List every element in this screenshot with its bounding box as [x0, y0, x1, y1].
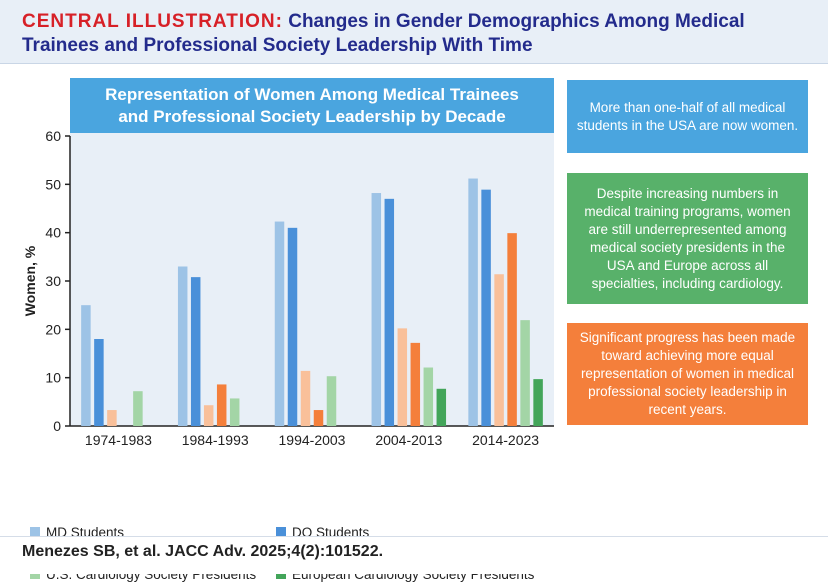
x-tick-label: 1974-1983	[85, 432, 152, 448]
bar-european-cardiology-society-presidents-2014-2023	[533, 379, 543, 426]
chart-title-box	[70, 78, 554, 133]
y-tick-label: 60	[45, 128, 61, 144]
header: CENTRAL ILLUSTRATION: Changes in Gender …	[0, 0, 828, 64]
header-label: CENTRAL ILLUSTRATION:	[22, 11, 283, 32]
legend-label: MD Students	[46, 524, 125, 540]
y-tick-label: 0	[53, 418, 61, 434]
y-tick-label: 50	[45, 176, 61, 192]
x-tick-label: 1984-1993	[182, 432, 249, 448]
bar-md-students-1994-2003	[274, 221, 285, 426]
x-ticks: 1974-1983 1984-1993 1994-2003 2004-2013 2014…	[85, 432, 539, 448]
bar-all-european-medical-society-presidents-1994-2003	[313, 410, 324, 426]
bar-do-students-2014-2023	[481, 189, 491, 426]
bar-u-s-cardiology-society-presidents-1994-2003	[326, 376, 337, 426]
bar-u-s-cardiology-society-presidents-1974-1983	[133, 391, 143, 426]
chart: Representation of Women Among Medical Tr…	[22, 78, 554, 448]
bar-u-s-cardiology-society-presidents-2014-2023	[520, 320, 530, 426]
callout-underrepresented-text: Despite increasing numbers in medical tr…	[584, 185, 791, 291]
y-tick-label: 20	[45, 321, 61, 337]
y-tick-label: 40	[45, 225, 61, 241]
callout-progress: Significant progress has been made towar…	[567, 323, 808, 425]
y-axis-label: Women, %	[22, 245, 38, 316]
bar-european-cardiology-society-presidents-2004-2013	[436, 388, 447, 426]
header-title: CENTRAL ILLUSTRATION: Changes in Gender …	[22, 10, 812, 58]
callout-students-text: More than one-half of all medical studen…	[576, 99, 799, 133]
callout-underrepresented: Despite increasing numbers in medical tr…	[567, 173, 808, 304]
bar-all-european-medical-society-presidents-1984-1993	[216, 384, 227, 426]
x-tick-label: 2004-2013	[375, 432, 442, 448]
bar-all-u-s-medical-society-presidents-2014-2023	[494, 274, 504, 426]
y-ticks: 0 10 20 30 40 50 60	[45, 128, 70, 434]
bar-do-students-1994-2003	[287, 227, 298, 426]
citation: Menezes SB, et al. JACC Adv. 2025;4(2):1…	[22, 543, 384, 560]
callout-students: More than one-half of all medical studen…	[567, 80, 808, 153]
bar-all-european-medical-society-presidents-2004-2013	[410, 342, 421, 426]
bar-do-students-1974-1983	[94, 339, 104, 426]
bar-all-u-s-medical-society-presidents-2004-2013	[397, 328, 408, 426]
bars	[81, 178, 543, 426]
y-tick-label: 10	[45, 370, 61, 386]
bar-md-students-2004-2013	[371, 193, 382, 426]
legend-swatch	[30, 527, 40, 537]
bar-u-s-cardiology-society-presidents-2004-2013	[423, 367, 434, 426]
bar-do-students-2004-2013	[384, 198, 395, 426]
x-tick-label: 2014-2023	[472, 432, 539, 448]
bar-do-students-1984-1993	[190, 277, 201, 426]
bar-all-u-s-medical-society-presidents-1994-2003	[300, 370, 311, 426]
bar-u-s-cardiology-society-presidents-1984-1993	[229, 398, 240, 426]
header-title-text: Changes in Gender Demographics Among Med…	[22, 11, 745, 56]
legend-item: MD Students	[30, 522, 124, 542]
bar-md-students-2014-2023	[468, 178, 478, 426]
legend-item: DO Students	[276, 522, 369, 542]
chart-title: Representation of Women Among Medical Tr…	[105, 85, 519, 126]
y-tick-label: 30	[45, 273, 61, 289]
legend-label: DO Students	[292, 524, 370, 540]
bar-all-u-s-medical-society-presidents-1974-1983	[107, 410, 117, 426]
footer: Menezes SB, et al. JACC Adv. 2025;4(2):1…	[0, 536, 828, 574]
x-tick-label: 1994-2003	[279, 432, 346, 448]
bar-md-students-1984-1993	[177, 266, 188, 426]
callout-progress-text: Significant progress has been made towar…	[579, 330, 796, 417]
bar-all-u-s-medical-society-presidents-1984-1993	[203, 405, 214, 426]
bar-all-european-medical-society-presidents-2014-2023	[507, 233, 517, 426]
bar-md-students-1974-1983	[81, 305, 91, 426]
legend-swatch	[276, 527, 286, 537]
